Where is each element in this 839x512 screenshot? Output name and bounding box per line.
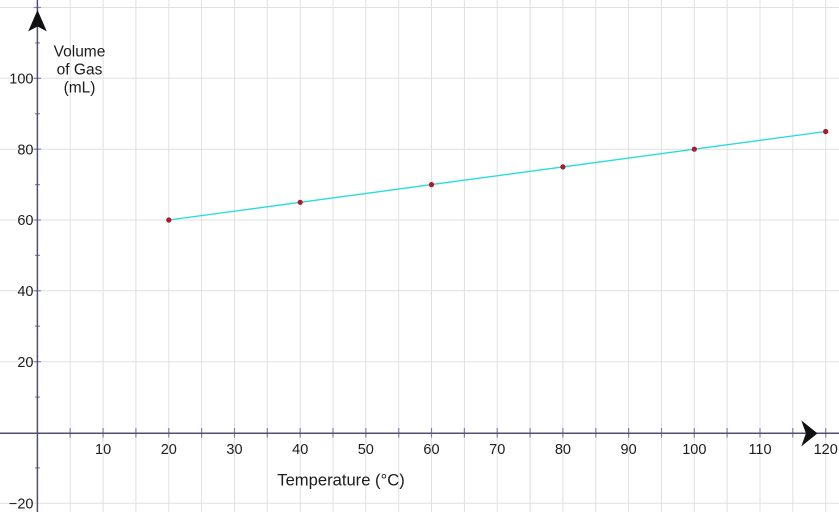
svg-text:120: 120	[814, 442, 838, 458]
svg-text:20: 20	[17, 355, 33, 371]
svg-text:70: 70	[489, 442, 505, 458]
svg-text:30: 30	[226, 442, 242, 458]
svg-text:100: 100	[9, 72, 33, 88]
svg-text:40: 40	[292, 442, 308, 458]
svg-text:Volume: Volume	[54, 44, 106, 61]
svg-text:−20: −20	[9, 497, 34, 512]
svg-text:Temperature (°C): Temperature (°C)	[277, 470, 404, 489]
svg-text:110: 110	[748, 442, 771, 458]
svg-text:50: 50	[358, 442, 374, 458]
svg-text:20: 20	[161, 442, 177, 458]
svg-text:90: 90	[621, 442, 637, 458]
svg-text:80: 80	[17, 142, 33, 158]
svg-text:60: 60	[17, 213, 33, 229]
svg-text:10: 10	[95, 442, 111, 458]
svg-text:of Gas: of Gas	[57, 62, 103, 79]
svg-text:100: 100	[682, 442, 706, 458]
svg-text:60: 60	[423, 442, 439, 458]
svg-text:40: 40	[17, 284, 33, 300]
svg-text:(mL): (mL)	[64, 80, 96, 97]
svg-text:80: 80	[555, 442, 571, 458]
